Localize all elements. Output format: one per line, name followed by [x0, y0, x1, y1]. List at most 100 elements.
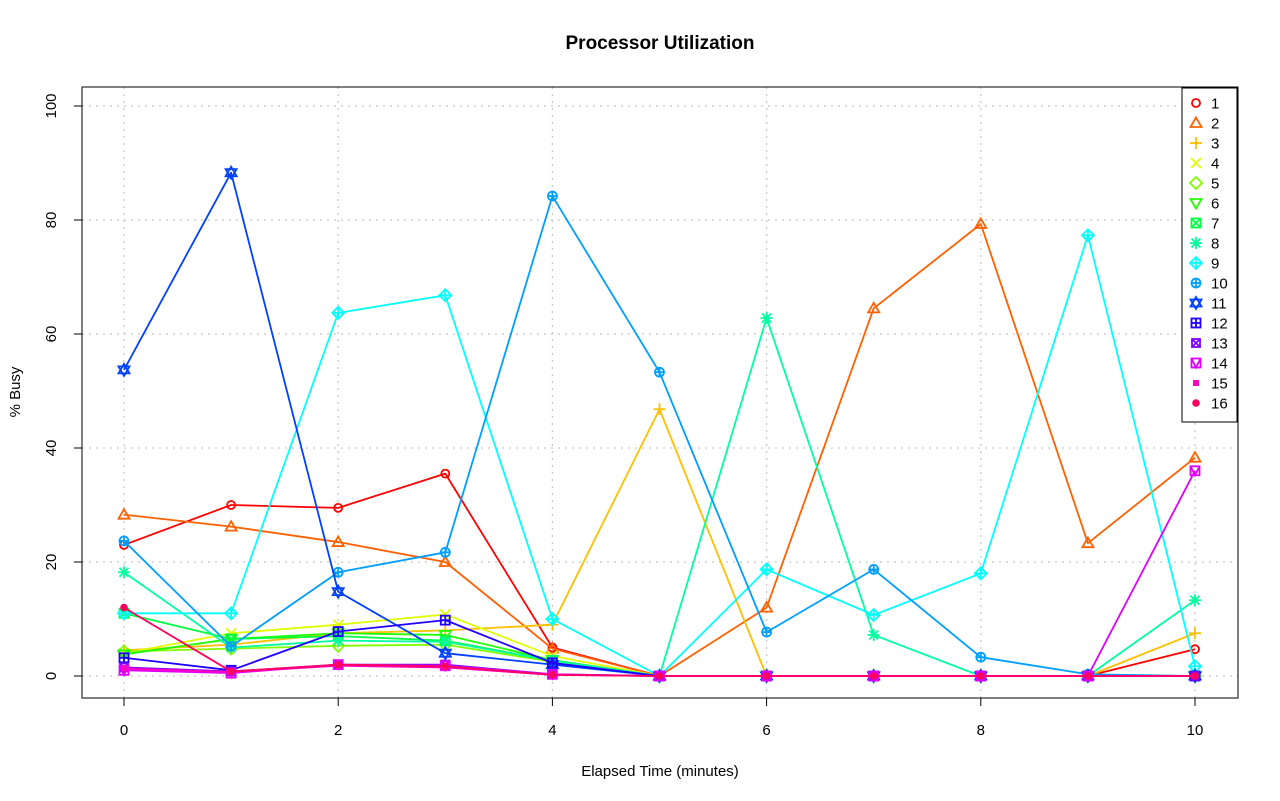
legend-label: 13 [1211, 336, 1228, 353]
series-12-point [439, 614, 451, 626]
legend-marker [1190, 357, 1202, 370]
series-2-point [116, 507, 132, 520]
legend-item-16: 16 [1192, 396, 1228, 413]
legend-marker [1188, 295, 1204, 311]
legend-marker [1190, 277, 1202, 289]
legend-marker [1191, 338, 1201, 348]
legend-item-10: 10 [1190, 276, 1228, 293]
legend-item-5: 5 [1188, 175, 1219, 193]
legend-label: 9 [1211, 256, 1219, 273]
series-12-point [332, 626, 344, 637]
y-axis-label: % Busy [7, 366, 24, 417]
series-16-point [869, 672, 878, 680]
series-9-point [223, 606, 239, 621]
series-4-point [439, 608, 451, 621]
series-10-point [547, 190, 558, 202]
legend-item-3: 3 [1190, 136, 1219, 153]
series-10-point [332, 566, 344, 578]
series-9-point [438, 287, 453, 303]
legend-item-1: 1 [1191, 96, 1219, 113]
series-16-point [977, 672, 985, 680]
legend-label: 8 [1211, 236, 1219, 253]
series-15-point [121, 665, 127, 672]
y-tick-label: 60 [43, 326, 60, 343]
series-2-point [1187, 450, 1203, 463]
legend-marker [1188, 115, 1204, 128]
legend-item-4: 4 [1190, 156, 1219, 173]
series-2-point [866, 301, 881, 314]
series-11-point [438, 645, 453, 661]
legend-item-2: 2 [1188, 115, 1219, 133]
legend-item-6: 6 [1188, 196, 1219, 213]
legend-marker [1188, 198, 1204, 211]
series-16-point [762, 672, 771, 680]
legend-marker [1188, 255, 1204, 271]
series-8-point [760, 312, 773, 325]
legend-label: 5 [1211, 176, 1219, 193]
series-10-point [975, 651, 987, 663]
legend-item-14: 14 [1190, 356, 1228, 373]
series-3-point [1189, 627, 1201, 640]
series-16-point [227, 667, 235, 676]
y-axis: 0 20 40 60 80 100 [43, 93, 83, 680]
series-9-point [545, 611, 560, 627]
series-16-point [548, 671, 557, 679]
legend-label: 11 [1211, 296, 1227, 313]
series-12-point [547, 657, 558, 669]
series-11-point [224, 164, 239, 181]
series-6-point [116, 649, 132, 662]
series-3-point [653, 403, 666, 416]
series-layer [116, 164, 1203, 684]
x-tick-label: 10 [1187, 722, 1204, 739]
x-tick-label: 8 [977, 722, 985, 739]
legend-marker [1190, 237, 1202, 249]
series-11-point [116, 362, 132, 378]
x-tick-label: 0 [120, 722, 128, 739]
legend-label: 16 [1211, 396, 1228, 413]
series-2-point [973, 216, 988, 229]
series-16-point [334, 660, 343, 669]
series-16-point [655, 672, 664, 680]
series-2-point [224, 519, 239, 532]
legend-marker [1192, 399, 1200, 407]
y-tick-label: 20 [43, 554, 60, 571]
y-tick-label: 40 [43, 440, 60, 457]
legend-item-15: 15 [1193, 376, 1228, 393]
legend-label: 6 [1211, 196, 1219, 213]
legend-marker [1191, 98, 1201, 108]
series-2-point [1080, 535, 1095, 549]
series-8-point [118, 566, 130, 579]
legend-item-9: 9 [1188, 255, 1219, 273]
series-8-point [1189, 594, 1201, 607]
series-10-point [225, 640, 237, 652]
series-16 [120, 603, 1199, 680]
series-4-point [332, 619, 344, 631]
legend-marker [1190, 157, 1202, 169]
series-8-point [332, 634, 345, 647]
series-9-point [1080, 228, 1096, 243]
x-tick-label: 4 [548, 722, 556, 739]
series-10-point [439, 546, 451, 558]
legend-item-12: 12 [1190, 316, 1228, 333]
series-2-point [438, 554, 453, 567]
y-tick-label: 0 [43, 672, 60, 680]
x-tick-label: 6 [762, 722, 770, 739]
legend-label: 3 [1211, 136, 1219, 153]
legend-label: 7 [1211, 216, 1219, 233]
legend-marker [1188, 175, 1204, 191]
series-10-point [654, 366, 665, 378]
x-tick-label: 2 [334, 722, 342, 739]
series-1-point [226, 500, 237, 510]
legend-label: 12 [1211, 316, 1228, 333]
series-10-point [868, 564, 880, 575]
y-tick-label: 80 [43, 212, 60, 229]
series-16-point [1084, 672, 1092, 680]
legend-label: 4 [1211, 156, 1219, 173]
series-10-point [761, 626, 772, 638]
series-9-point [330, 305, 346, 321]
series-14-point [1189, 465, 1201, 478]
series-2-point [545, 641, 560, 654]
series-9-point [866, 607, 881, 623]
